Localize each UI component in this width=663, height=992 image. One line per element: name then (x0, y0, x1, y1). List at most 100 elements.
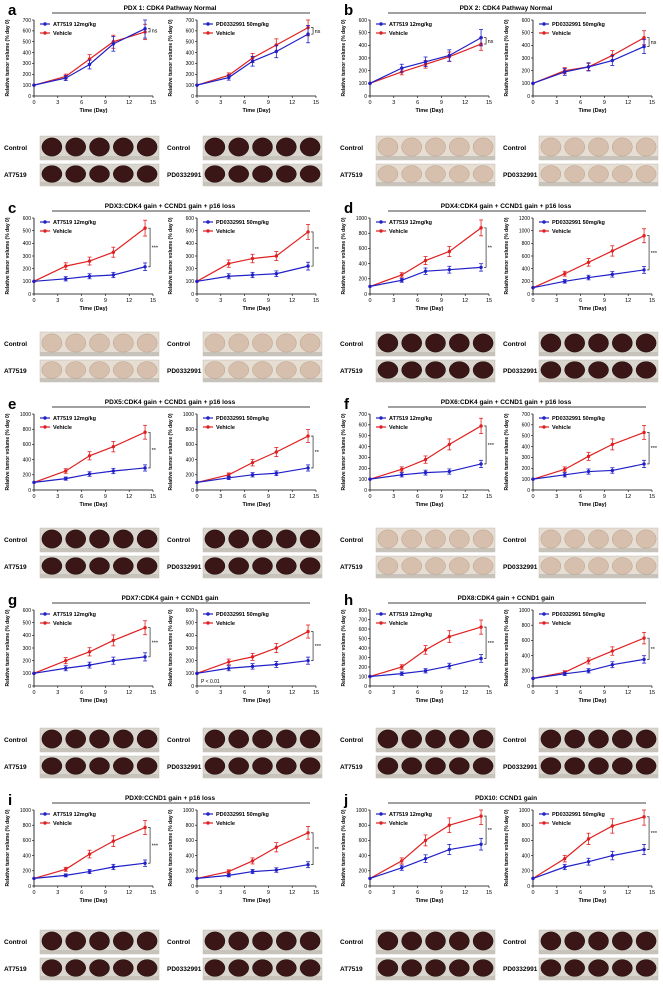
x-tick-label: 15 (313, 494, 319, 500)
treated-data-point (610, 663, 615, 667)
tumor-specimen (299, 333, 321, 353)
tumor-specimen (612, 729, 633, 749)
legend-vehicle-label: Vehicle (389, 425, 408, 431)
tumor-specimen (588, 137, 609, 157)
treated-data-point (563, 279, 567, 284)
treated-row-label: AT7519 (4, 966, 27, 973)
legend-treated-label: PD0332991 50mg/kg (552, 812, 605, 818)
tumor-specimen (588, 959, 609, 977)
x-axis-label: Time (Day) (415, 108, 443, 114)
legend-treated-label: PD0332991 50mg/kg (552, 22, 605, 28)
tumor-specimen (564, 137, 585, 157)
tumor-specimen (564, 361, 585, 379)
chart-j-2: 0 200 400 600 800 1000 0 3 6 9 12 15 Time (Day) Relat… (503, 808, 659, 981)
vehicle-data-point (479, 814, 483, 818)
y-tick-label: 700 (522, 412, 531, 418)
treated-data-point (447, 53, 452, 58)
treated-data-point (64, 277, 68, 281)
x-tick-label: 0 (32, 298, 35, 304)
tumor-specimen (204, 529, 226, 549)
y-tick-label: 600 (359, 18, 368, 24)
tumor-specimen (41, 333, 63, 353)
x-tick-label: 15 (649, 100, 655, 106)
legend-vehicle-label: Vehicle (216, 621, 235, 627)
tumor-specimen (472, 729, 494, 749)
vehicle-data-point (610, 249, 615, 253)
tumor-specimen (89, 333, 110, 353)
vehicle-data-point (250, 256, 255, 261)
treated-data-point (195, 671, 199, 676)
tumor-specimen (228, 361, 249, 379)
x-tick-label: 6 (579, 690, 582, 696)
treated-data-point (479, 842, 483, 846)
x-tick-label: 3 (392, 494, 395, 500)
tumor-specimen (65, 729, 86, 749)
x-tick-label: 12 (126, 100, 132, 106)
x-tick-label: 6 (579, 298, 582, 304)
tumor-specimen (472, 333, 494, 353)
treated-row-label: AT7519 (340, 368, 363, 375)
panel-letter: d (344, 200, 353, 217)
y-tick-label: 500 (23, 228, 32, 234)
treated-row-label: AT7519 (4, 764, 27, 771)
ruler-band (376, 774, 495, 778)
tumor-specimen (252, 361, 273, 379)
x-tick-label: 15 (486, 494, 492, 500)
x-tick-label: 6 (416, 298, 419, 304)
ruler-band (203, 574, 322, 578)
tumor-specimen (299, 529, 321, 549)
control-row-label: Control (340, 737, 363, 744)
tumor-specimen (276, 137, 297, 157)
y-tick-label: 100 (23, 83, 32, 89)
y-axis-label: Relative tumor volume (% day 0) (341, 413, 347, 490)
treated-data-point (306, 658, 310, 663)
treated-row-label: AT7519 (4, 368, 27, 375)
tumor-specimen (425, 757, 446, 775)
x-tick-label: 3 (392, 890, 395, 896)
treated-row-label: PD0332991 (167, 564, 202, 571)
legend-vehicle-marker (379, 425, 383, 429)
treated-data-point (400, 473, 404, 477)
legend-treated-label: PD0332991 50mg/kg (216, 416, 269, 422)
significance-bracket (311, 631, 314, 661)
treated-data-point (531, 81, 535, 86)
panel-title: PDX8:CDK4 gain + CCND1 gain (458, 595, 555, 602)
legend-treated-label: PD0332991 50mg/kg (552, 220, 605, 226)
y-tick-label: 400 (186, 241, 195, 247)
tumor-specimen (204, 557, 226, 575)
x-tick-label: 0 (368, 100, 371, 106)
significance-label: *** (651, 446, 658, 452)
tumor-specimen (89, 361, 110, 379)
vehicle-data-point (447, 823, 452, 827)
x-tick-label: 9 (440, 100, 443, 106)
tumor-specimen (252, 333, 273, 353)
y-tick-label: 100 (359, 674, 368, 680)
ruler-band (539, 352, 658, 356)
vehicle-data-point (227, 261, 231, 266)
control-row-label: Control (4, 341, 27, 348)
x-axis-label: Time (Day) (242, 502, 270, 508)
x-tick-label: 9 (104, 100, 107, 106)
significance-label: ns (315, 29, 321, 35)
treated-row-label: AT7519 (340, 172, 363, 179)
vehicle-data-point (610, 649, 615, 653)
y-axis-label: Relative tumor volume (% day 0) (5, 609, 11, 686)
tumor-specimen (299, 959, 321, 977)
ruler-band (376, 378, 495, 382)
tumor-specimen (564, 333, 585, 353)
tumor-specimen (136, 361, 158, 379)
y-tick-label: 600 (23, 29, 32, 35)
y-tick-label: 100 (23, 279, 32, 285)
ruler-band (203, 748, 322, 752)
significance-bracket (311, 27, 314, 35)
tumor-specimen (41, 931, 63, 951)
vehicle-data-point (274, 646, 279, 650)
y-tick-label: 400 (359, 43, 368, 49)
x-tick-label: 12 (625, 690, 631, 696)
x-axis-label: Time (Day) (79, 306, 107, 312)
y-tick-label: 500 (23, 40, 32, 46)
tumor-specimen (635, 931, 657, 951)
x-tick-label: 15 (150, 298, 156, 304)
ruler-band (203, 156, 322, 160)
tumor-specimen (377, 333, 399, 353)
